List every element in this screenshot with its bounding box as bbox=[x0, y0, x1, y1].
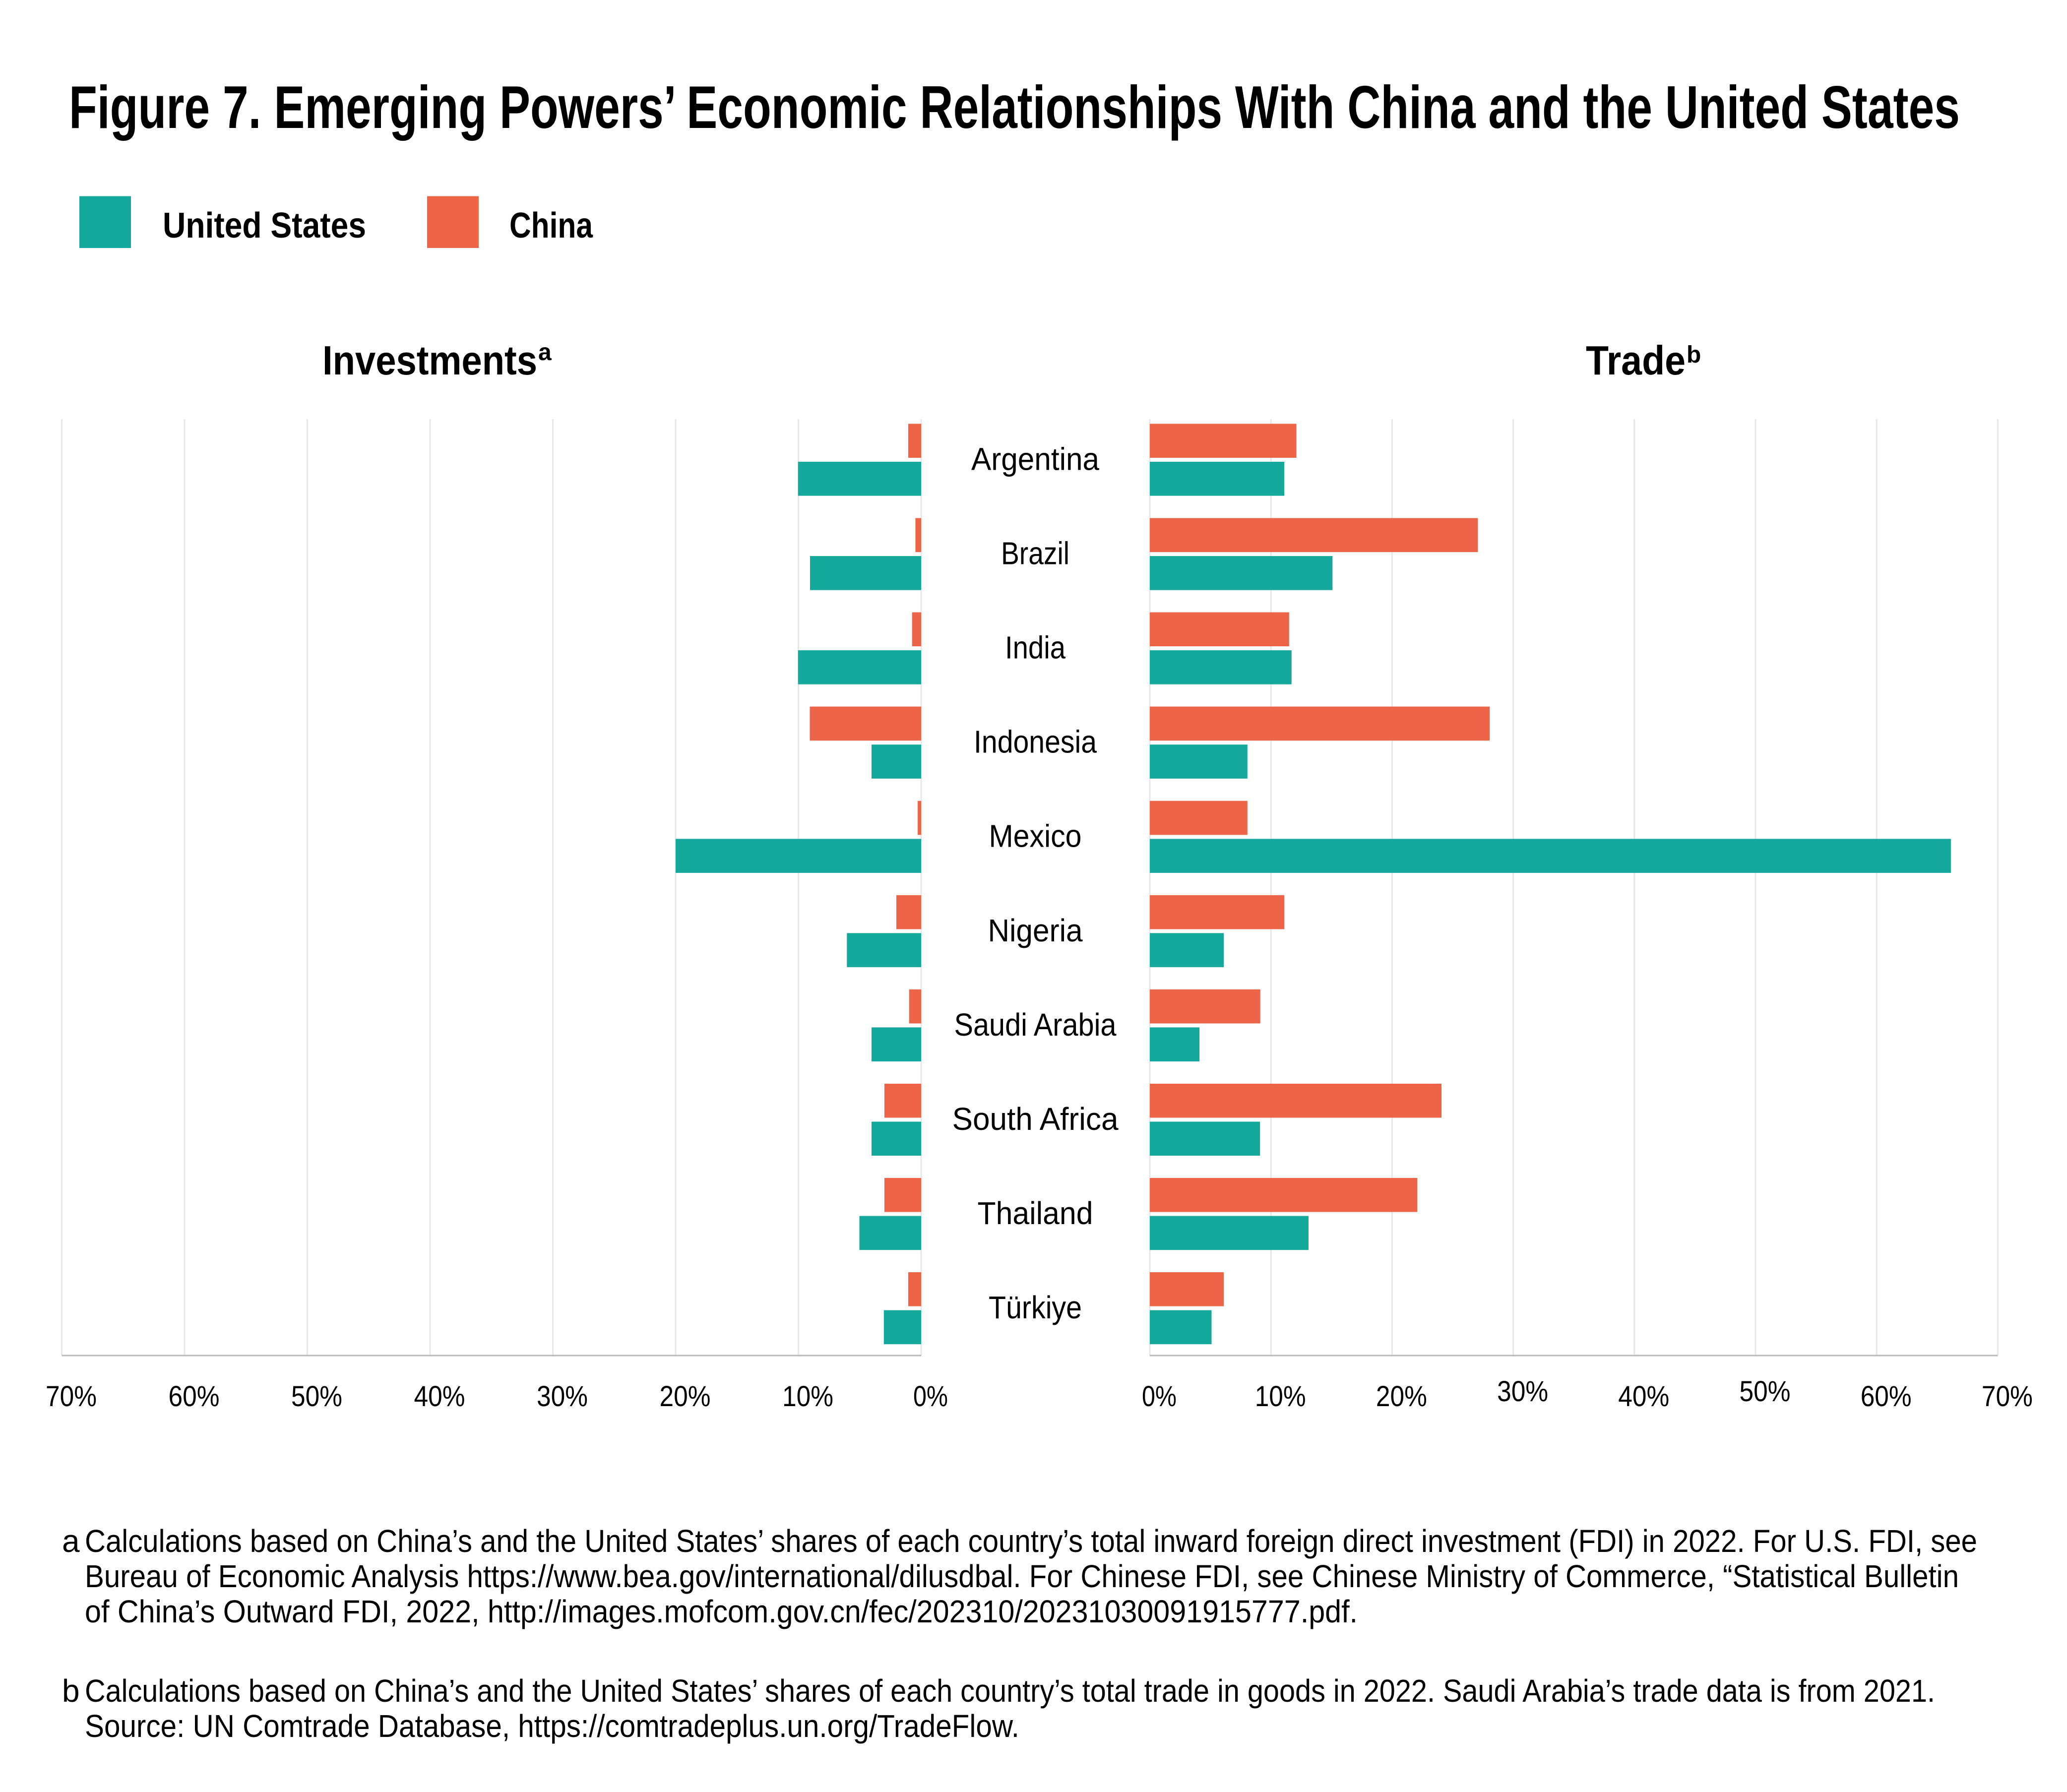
svg-text:20%: 20% bbox=[1376, 1380, 1427, 1413]
svg-text:40%: 40% bbox=[1618, 1380, 1669, 1413]
svg-text:Source: UN Comtrade Database,: Source: UN Comtrade Database, https://co… bbox=[85, 1708, 1019, 1744]
svg-text:South Africa: South Africa bbox=[952, 1101, 1119, 1137]
svg-text:Saudi Arabia: Saudi Arabia bbox=[954, 1007, 1117, 1043]
svg-text:a: a bbox=[538, 339, 552, 366]
svg-text:b: b bbox=[1687, 342, 1701, 368]
svg-text:50%: 50% bbox=[291, 1380, 342, 1413]
svg-text:30%: 30% bbox=[1497, 1375, 1548, 1408]
svg-text:Argentina: Argentina bbox=[971, 441, 1099, 477]
svg-text:Bureau of Economic Analysis ht: Bureau of Economic Analysis https://www.… bbox=[85, 1558, 1959, 1594]
svg-text:40%: 40% bbox=[414, 1380, 465, 1413]
svg-text:70%: 70% bbox=[46, 1380, 97, 1413]
svg-text:Indonesia: Indonesia bbox=[974, 724, 1097, 760]
svg-text:10%: 10% bbox=[782, 1380, 833, 1413]
svg-text:20%: 20% bbox=[660, 1380, 711, 1413]
svg-text:Calculations based on China’s: Calculations based on China’s and the Un… bbox=[85, 1523, 1977, 1559]
svg-text:of China’s Outward FDI, 2022,: of China’s Outward FDI, 2022, http://ima… bbox=[85, 1594, 1358, 1629]
svg-text:Mexico: Mexico bbox=[989, 818, 1082, 854]
svg-text:0%: 0% bbox=[913, 1380, 948, 1413]
svg-text:China: China bbox=[509, 206, 593, 246]
svg-text:Türkiye: Türkiye bbox=[989, 1290, 1082, 1325]
svg-text:70%: 70% bbox=[1982, 1380, 2033, 1413]
svg-text:Figure 7. Emerging Powers’ Eco: Figure 7. Emerging Powers’ Economic Rela… bbox=[69, 73, 1960, 141]
svg-text:Calculations based on China’s: Calculations based on China’s and the Un… bbox=[85, 1673, 1935, 1709]
svg-text:30%: 30% bbox=[537, 1380, 588, 1413]
svg-text:0%: 0% bbox=[1142, 1380, 1177, 1413]
svg-text:50%: 50% bbox=[1740, 1375, 1791, 1408]
svg-text:Trade: Trade bbox=[1586, 337, 1686, 383]
svg-text:60%: 60% bbox=[1861, 1380, 1912, 1413]
svg-text:Nigeria: Nigeria bbox=[988, 913, 1083, 948]
svg-text:United States: United States bbox=[163, 206, 366, 246]
svg-text:Thailand: Thailand bbox=[978, 1195, 1093, 1231]
svg-text:b: b bbox=[62, 1673, 80, 1709]
svg-text:India: India bbox=[1005, 630, 1065, 666]
svg-text:60%: 60% bbox=[169, 1380, 220, 1413]
svg-text:a: a bbox=[62, 1523, 80, 1559]
svg-text:Investments: Investments bbox=[322, 337, 537, 383]
svg-text:10%: 10% bbox=[1255, 1380, 1306, 1413]
svg-text:Brazil: Brazil bbox=[1001, 536, 1069, 571]
